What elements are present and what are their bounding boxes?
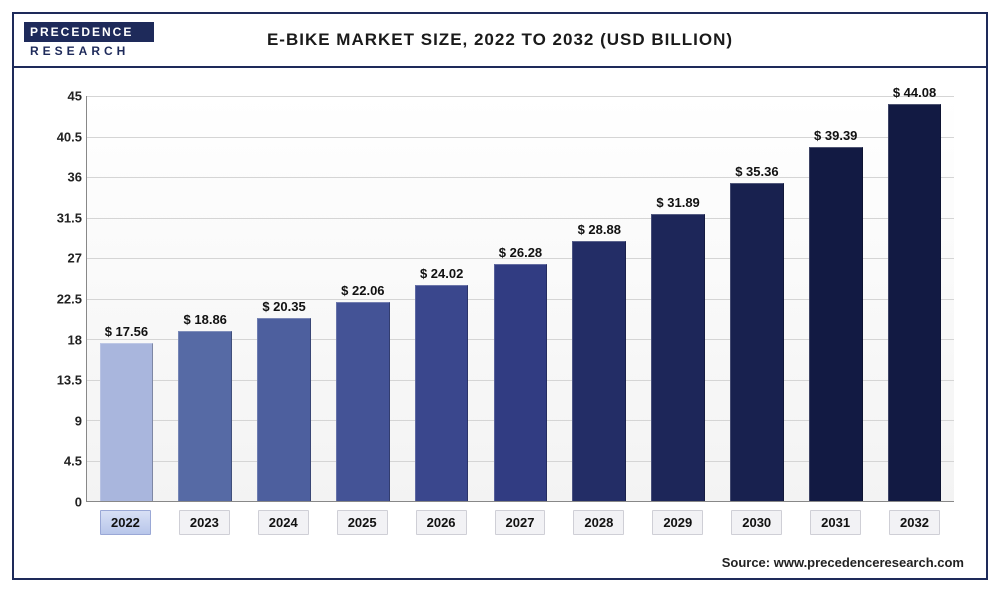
x-tick-label[interactable]: 2023: [179, 510, 230, 535]
bar-slot: $ 28.88: [560, 96, 639, 501]
logo-top-text: PRECEDENCE: [24, 22, 154, 42]
bar-value-label: $ 17.56: [87, 324, 166, 339]
y-tick-label: 22.5: [36, 292, 82, 307]
bar: [100, 343, 154, 501]
x-tick-label[interactable]: 2029: [652, 510, 703, 535]
bar-value-label: $ 18.86: [166, 312, 245, 327]
x-tick-label[interactable]: 2030: [731, 510, 782, 535]
x-tick-slot: 2024: [244, 504, 323, 544]
bar: [888, 104, 942, 501]
x-tick-label[interactable]: 2031: [810, 510, 861, 535]
x-tick-label[interactable]: 2026: [416, 510, 467, 535]
y-tick-label: 18: [36, 332, 82, 347]
y-tick-label: 31.5: [36, 210, 82, 225]
x-tick-slot: 2026: [402, 504, 481, 544]
y-tick-label: 0: [36, 495, 82, 510]
bar: [809, 147, 863, 502]
bar-slot: $ 17.56: [87, 96, 166, 501]
plot-area: $ 17.56$ 18.86$ 20.35$ 22.06$ 24.02$ 26.…: [86, 96, 954, 502]
x-tick-slot: 2027: [481, 504, 560, 544]
bar-value-label: $ 44.08: [875, 85, 954, 100]
bar: [178, 331, 232, 501]
x-tick-label[interactable]: 2032: [889, 510, 940, 535]
bar-value-label: $ 31.89: [639, 195, 718, 210]
bar-slot: $ 31.89: [639, 96, 718, 501]
bar-value-label: $ 39.39: [796, 128, 875, 143]
bar-slot: $ 39.39: [796, 96, 875, 501]
x-tick-slot: 2031: [796, 504, 875, 544]
bar: [572, 241, 626, 501]
x-tick-slot: 2032: [875, 504, 954, 544]
y-tick-label: 9: [36, 413, 82, 428]
y-tick-label: 36: [36, 170, 82, 185]
bar-slot: $ 22.06: [323, 96, 402, 501]
bar: [336, 302, 390, 501]
x-tick-slot: 2022: [86, 504, 165, 544]
bar-slot: $ 26.28: [481, 96, 560, 501]
bar-value-label: $ 26.28: [481, 245, 560, 260]
x-tick-label[interactable]: 2027: [495, 510, 546, 535]
bar-slot: $ 35.36: [718, 96, 797, 501]
bar: [257, 318, 311, 501]
bar-value-label: $ 22.06: [323, 283, 402, 298]
bar-value-label: $ 20.35: [245, 299, 324, 314]
chart-title: E-BIKE MARKET SIZE, 2022 TO 2032 (USD BI…: [14, 30, 986, 50]
header: PRECEDENCE RESEARCH E-BIKE MARKET SIZE, …: [14, 14, 986, 68]
bar-value-label: $ 35.36: [718, 164, 797, 179]
x-tick-label[interactable]: 2024: [258, 510, 309, 535]
x-tick-label[interactable]: 2028: [573, 510, 624, 535]
bar-slot: $ 18.86: [166, 96, 245, 501]
bar: [730, 183, 784, 501]
x-tick-slot: 2030: [717, 504, 796, 544]
y-tick-label: 4.5: [36, 454, 82, 469]
x-tick-label[interactable]: 2022: [100, 510, 151, 535]
logo: PRECEDENCE RESEARCH: [24, 20, 154, 60]
x-tick-label[interactable]: 2025: [337, 510, 388, 535]
y-tick-label: 27: [36, 251, 82, 266]
x-tick-slot: 2025: [323, 504, 402, 544]
y-tick-label: 40.5: [36, 129, 82, 144]
bar-value-label: $ 24.02: [402, 266, 481, 281]
chart-frame: PRECEDENCE RESEARCH E-BIKE MARKET SIZE, …: [12, 12, 988, 580]
y-tick-label: 45: [36, 89, 82, 104]
logo-bottom-text: RESEARCH: [24, 42, 154, 58]
x-tick-slot: 2023: [165, 504, 244, 544]
y-tick-label: 13.5: [36, 373, 82, 388]
x-tick-slot: 2029: [638, 504, 717, 544]
bar-slot: $ 24.02: [402, 96, 481, 501]
bar-value-label: $ 28.88: [560, 222, 639, 237]
bar: [494, 264, 548, 501]
chart-zone: 0 4.5 9 13.5 18 22.5 27 31.5 36 40.5 45 $ 17.56$ 1…: [36, 82, 964, 544]
bars-row: $ 17.56$ 18.86$ 20.35$ 22.06$ 24.02$ 26.…: [87, 96, 954, 501]
bar: [651, 214, 705, 501]
x-axis: 2022 2023 2024 2025 2026 2027 2028 2029 2030 2031…: [86, 504, 954, 544]
source-text: Source: www.precedenceresearch.com: [722, 555, 964, 570]
x-tick-slot: 2028: [559, 504, 638, 544]
bar-slot: $ 20.35: [245, 96, 324, 501]
bar: [415, 285, 469, 501]
bar-slot: $ 44.08: [875, 96, 954, 501]
